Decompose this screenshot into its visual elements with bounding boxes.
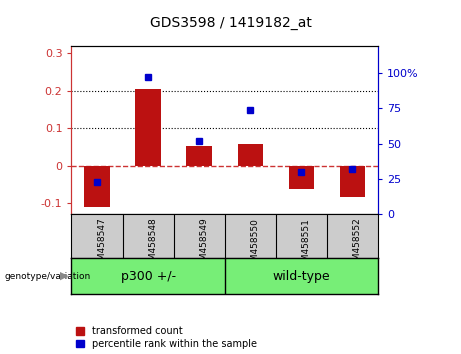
Bar <box>186 146 212 166</box>
Text: wild-type: wild-type <box>272 270 330 282</box>
Bar <box>237 144 263 166</box>
Text: GSM458549: GSM458549 <box>199 218 208 273</box>
Text: ▶: ▶ <box>60 271 69 281</box>
Bar <box>84 166 110 207</box>
Text: GSM458551: GSM458551 <box>301 218 310 273</box>
Text: GSM458550: GSM458550 <box>250 218 259 273</box>
Bar <box>289 166 314 189</box>
Text: GSM458552: GSM458552 <box>353 218 361 273</box>
Bar <box>136 89 161 166</box>
Text: genotype/variation: genotype/variation <box>5 272 91 281</box>
Text: GDS3598 / 1419182_at: GDS3598 / 1419182_at <box>149 16 312 30</box>
Text: GSM458547: GSM458547 <box>97 218 106 273</box>
Text: p300 +/-: p300 +/- <box>120 270 176 282</box>
Bar <box>340 166 365 197</box>
Legend: transformed count, percentile rank within the sample: transformed count, percentile rank withi… <box>77 326 257 349</box>
Text: GSM458548: GSM458548 <box>148 218 157 273</box>
